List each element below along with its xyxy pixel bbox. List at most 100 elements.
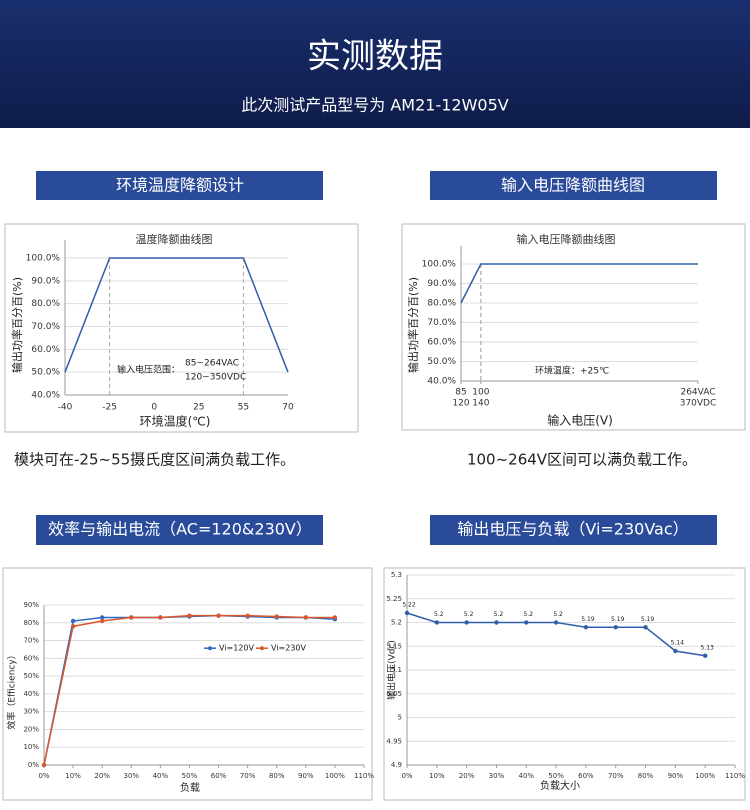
section-caption: 100~264V区间可以满负载工作。 [467, 451, 697, 469]
point [524, 620, 529, 625]
x-tick-label: 100% [695, 772, 715, 780]
x-tick-sublabel: 140 [472, 399, 489, 409]
data-label: 5.2 [553, 611, 563, 618]
y-tick-label: 80.0% [427, 299, 456, 309]
section-caption: 模块可在-25~55摄氏度区间满负载工作。 [14, 451, 295, 469]
x-tick-label: 110% [725, 772, 745, 780]
section-heading: 输出电压与负载（Vi=230Vac） [457, 520, 688, 539]
point [41, 762, 47, 768]
data-label: 5.22 [402, 602, 416, 609]
y-tick-label: 4.9 [391, 761, 402, 769]
y-tick-label: 60.0% [427, 338, 456, 348]
x-tick-label: 50% [182, 772, 198, 780]
point [99, 615, 105, 620]
chart-frame [383, 567, 746, 801]
point [494, 620, 499, 625]
point [613, 625, 618, 630]
point [464, 620, 469, 625]
x-tick-label: 10% [65, 772, 81, 780]
data-label: 5.19 [611, 616, 625, 623]
point [70, 618, 76, 624]
y-tick-label: 40.0% [31, 391, 60, 401]
y-tick-label: 4.95 [386, 737, 402, 745]
header-bg [0, 0, 750, 128]
x-tick-label: 80% [638, 772, 654, 780]
series-line [64, 257, 289, 373]
x-tick-label: 0 [151, 403, 157, 413]
point [158, 615, 163, 620]
x-tick-label: 20% [94, 772, 110, 780]
data-label: 5.13 [701, 644, 715, 651]
y-tick-label: 50.0% [427, 357, 456, 367]
point [216, 613, 221, 618]
y-tick-label: 40.0% [427, 377, 456, 387]
y-axis-label: 效率（Efficiency） [6, 650, 18, 729]
data-label: 5.14 [671, 640, 685, 647]
y-tick-label: 60.0% [31, 345, 60, 355]
x-tick-label: 100% [325, 772, 345, 780]
y-tick-label: 5.3 [391, 571, 402, 579]
x-tick-label: 50% [548, 772, 564, 780]
point [404, 610, 410, 616]
point [274, 614, 279, 619]
x-tick-label: 264VAC [680, 388, 715, 398]
point [70, 624, 76, 629]
chart-frame [2, 567, 373, 801]
chart-frame [401, 223, 746, 431]
legend-marker [208, 646, 212, 651]
data-label: 5.19 [641, 616, 655, 623]
x-axis-label: 环境温度(℃) [140, 414, 211, 429]
point [187, 613, 192, 618]
data-label: 5.2 [523, 611, 533, 618]
heading-bar [36, 171, 323, 200]
y-tick-label: 70.0% [427, 318, 456, 328]
y-tick-label: 90.0% [427, 279, 456, 289]
x-tick-label: 90% [668, 772, 684, 780]
data-label: 5.19 [581, 616, 595, 623]
y-tick-label: 50.0% [31, 368, 60, 378]
x-tick-sublabel: 370VDC [680, 399, 717, 409]
y-tick-label: 5.05 [386, 690, 402, 698]
x-tick-label: 30% [123, 772, 139, 780]
y-tick-label: 40% [23, 690, 39, 698]
section-heading: 输入电压降额曲线图 [501, 176, 645, 195]
x-tick-label: 30% [489, 772, 505, 780]
chart-title: 输入电压降额曲线图 [517, 232, 616, 246]
point [643, 625, 648, 630]
point [702, 653, 708, 658]
y-tick-label: 20% [23, 725, 39, 733]
y-tick-label: 0% [28, 761, 39, 769]
heading-bar [36, 515, 323, 545]
x-tick-label: 40% [153, 772, 169, 780]
x-tick-label: 55 [238, 403, 249, 413]
heading-bar [430, 171, 717, 200]
point [583, 625, 589, 630]
data-label: 5.2 [464, 611, 474, 618]
x-tick-label: 85 [455, 388, 466, 398]
x-tick-label: 80% [269, 772, 285, 780]
x-axis-label: 输入电压(V) [547, 413, 613, 428]
legend-label: Vi=120V [219, 644, 254, 653]
header-subtitle: 此次测试产品型号为 AM21-12W05V [241, 96, 509, 115]
y-tick-label: 70% [23, 637, 39, 645]
series-line [460, 263, 698, 304]
x-tick-label: 60% [578, 772, 594, 780]
y-axis-label: 输出功率百分百(%) [406, 277, 420, 373]
legend-label: Vi=230V [271, 644, 306, 653]
point [673, 648, 678, 654]
y-tick-label: 100.0% [422, 260, 457, 270]
section-heading: 效率与输出电流（AC=120&230V） [48, 520, 312, 539]
x-tick-label: 110% [354, 772, 374, 780]
y-tick-label: 30% [23, 708, 39, 716]
x-tick-label: 20% [459, 772, 475, 780]
point [129, 615, 134, 620]
x-tick-label: 90% [298, 772, 314, 780]
x-tick-label: -25 [102, 403, 117, 413]
x-tick-label: 25 [193, 403, 204, 413]
data-label: 5.2 [434, 611, 444, 618]
y-axis-label: 输出电压(Vdc) [386, 640, 398, 700]
legend-marker [260, 646, 264, 651]
y-tick-label: 5.15 [386, 642, 402, 650]
